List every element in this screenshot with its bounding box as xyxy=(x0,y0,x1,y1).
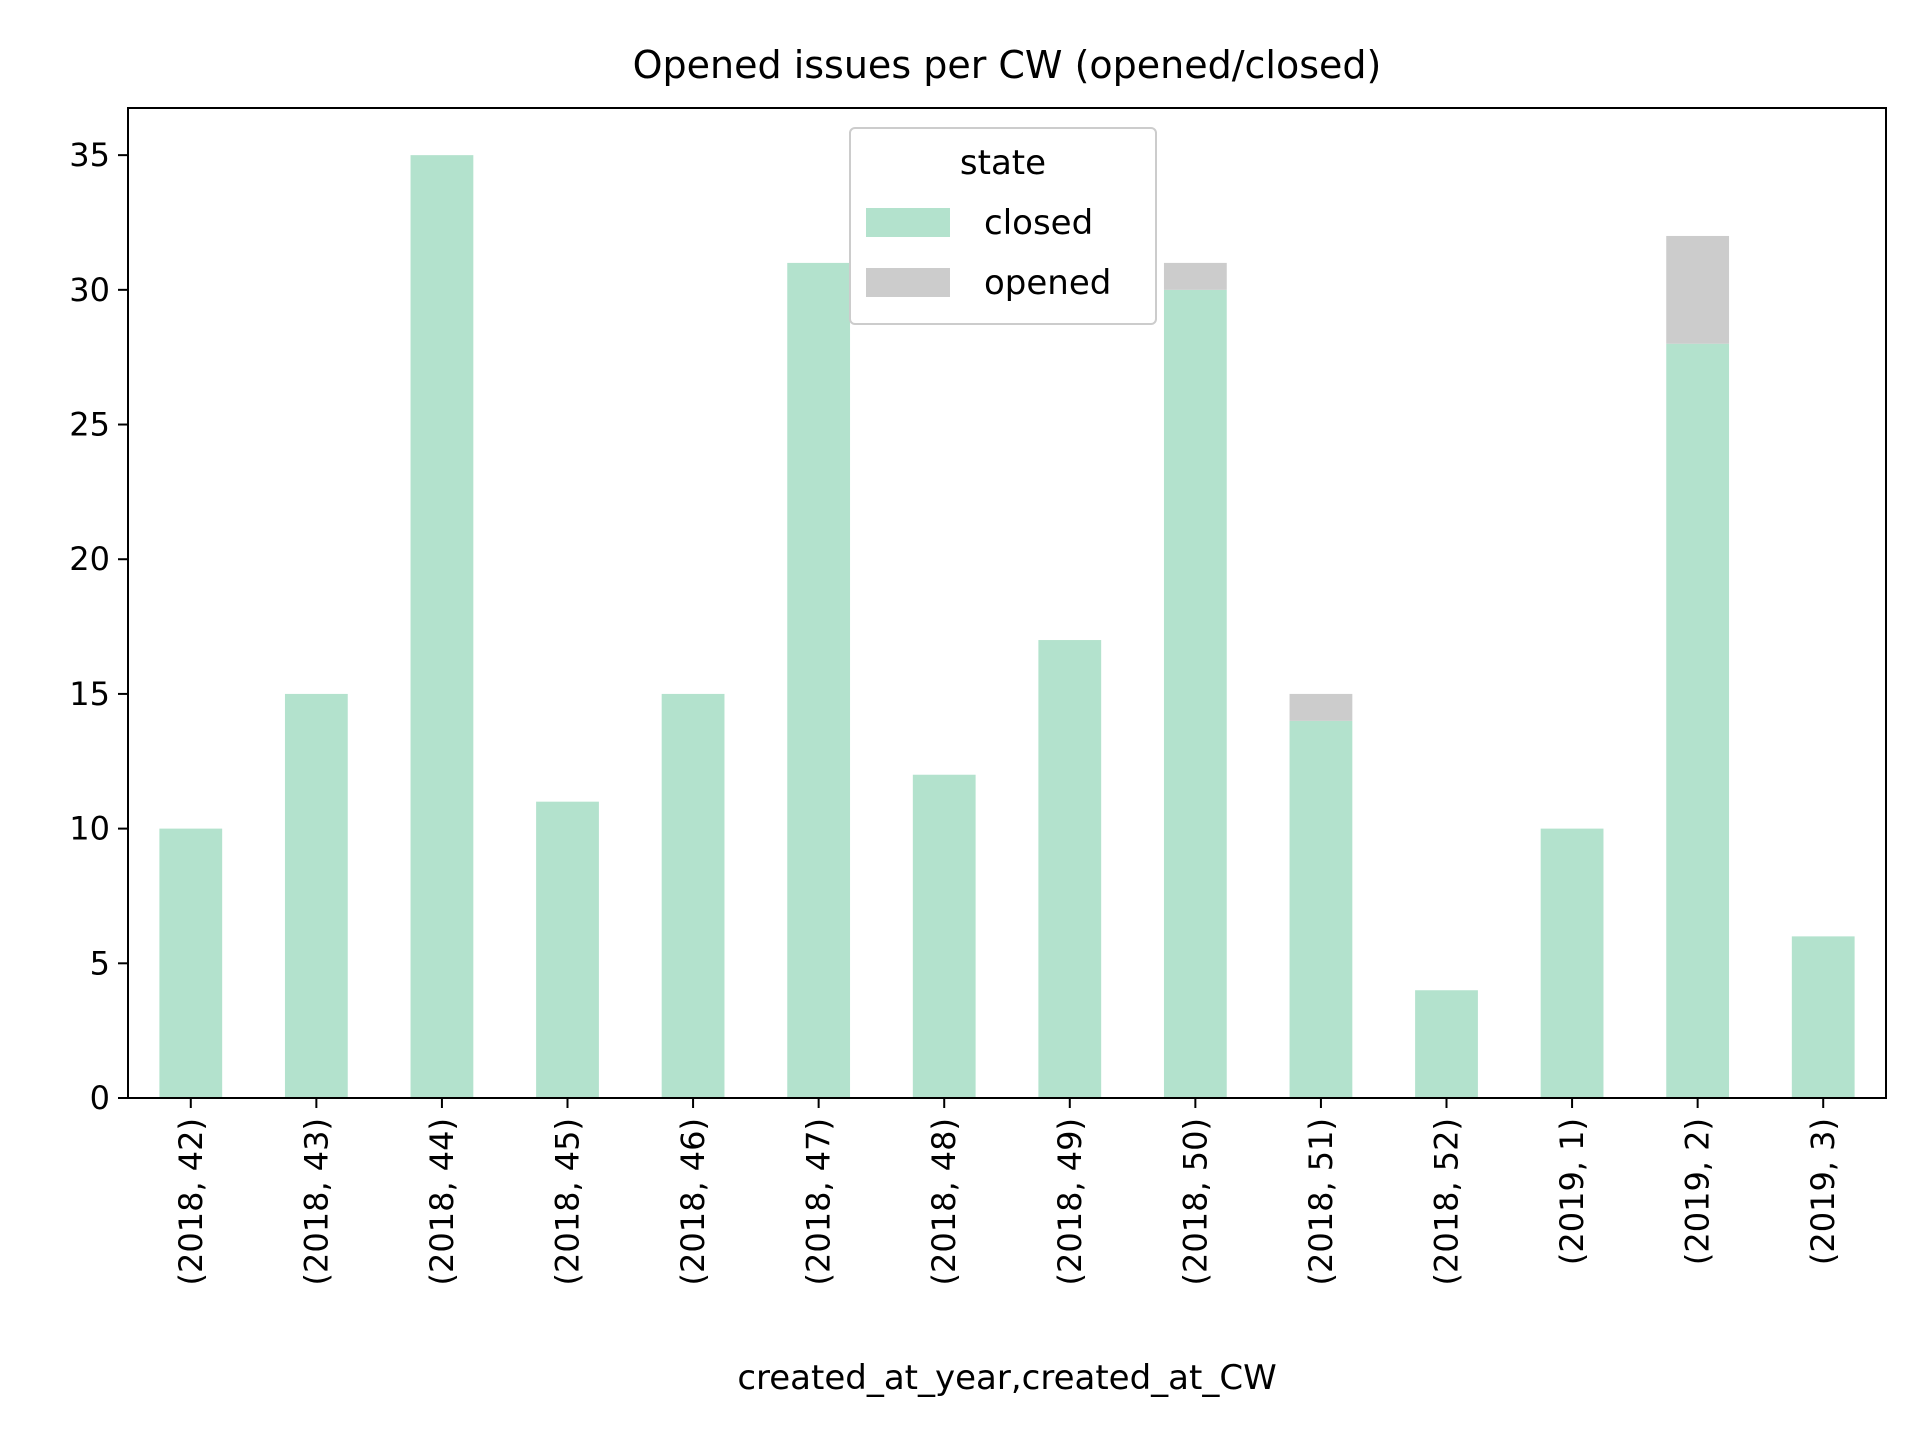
bar-closed-4 xyxy=(661,693,725,1098)
bar-closed-3 xyxy=(536,801,599,1098)
bar-closed-12 xyxy=(1666,343,1730,1099)
plot-frame xyxy=(127,107,1887,1099)
x-axis-label: created_at_year,created_at_CW xyxy=(737,1358,1276,1398)
y-axis: 0 5 10 15 20 25 30 35 xyxy=(69,136,128,1117)
x-tick-label: (2018, 52) xyxy=(1428,1118,1466,1285)
bar-opened-8 xyxy=(1163,262,1227,290)
bar-closed-13 xyxy=(1791,936,1855,1098)
bar-opened-9 xyxy=(1289,693,1353,721)
bar-closed-1 xyxy=(284,693,348,1098)
x-tick-label: (2018, 50) xyxy=(1176,1118,1214,1285)
legend-swatch-opened xyxy=(866,268,950,297)
legend-swatch-closed xyxy=(866,208,950,237)
x-tick-label: (2019, 3) xyxy=(1804,1118,1842,1265)
chart-title: Opened issues per CW (opened/closed) xyxy=(633,43,1382,87)
legend-label-closed: closed xyxy=(984,203,1093,243)
legend-title: state xyxy=(960,143,1046,183)
x-tick-label: (2018, 51) xyxy=(1302,1118,1340,1285)
x-tick-label: (2019, 2) xyxy=(1679,1118,1717,1265)
y-tick-label: 10 xyxy=(69,810,110,848)
bar-closed-7 xyxy=(1038,640,1102,1098)
bar-closed-6 xyxy=(912,774,976,1098)
x-tick-label: (2018, 49) xyxy=(1051,1118,1089,1285)
bar-opened-12 xyxy=(1666,235,1730,344)
bar-closed-5 xyxy=(787,262,851,1098)
x-tick-label: (2018, 42) xyxy=(172,1118,210,1285)
bars-group xyxy=(159,155,1855,1099)
y-tick-label: 35 xyxy=(69,136,110,174)
bar-closed-9 xyxy=(1289,720,1353,1098)
x-tick-label: (2018, 44) xyxy=(423,1118,461,1285)
bar-closed-0 xyxy=(159,828,223,1098)
y-tick-label: 30 xyxy=(69,271,110,309)
x-tick-label: (2018, 45) xyxy=(549,1118,587,1285)
x-tick-label: (2018, 43) xyxy=(297,1118,335,1285)
y-tick-label: 20 xyxy=(69,540,110,578)
legend: state closed opened xyxy=(849,127,1157,325)
y-tick-label: 25 xyxy=(69,406,110,444)
x-axis: (2018, 42) (2018, 43) (2018, 44) (2018, 45)… xyxy=(172,1098,1842,1285)
y-tick-label: 15 xyxy=(69,675,110,713)
x-tick-label: (2018, 48) xyxy=(925,1118,963,1285)
bar-closed-2 xyxy=(410,155,474,1098)
legend-label-opened: opened xyxy=(984,263,1111,303)
bar-closed-8 xyxy=(1163,289,1227,1099)
bar-closed-11 xyxy=(1540,828,1604,1098)
x-tick-label: (2018, 46) xyxy=(674,1118,712,1285)
y-tick-label: 0 xyxy=(90,1079,110,1117)
y-tick-label: 5 xyxy=(90,944,110,982)
bar-closed-10 xyxy=(1415,990,1478,1098)
x-tick-label: (2019, 1) xyxy=(1553,1118,1591,1265)
x-tick-label: (2018, 47) xyxy=(800,1118,838,1285)
